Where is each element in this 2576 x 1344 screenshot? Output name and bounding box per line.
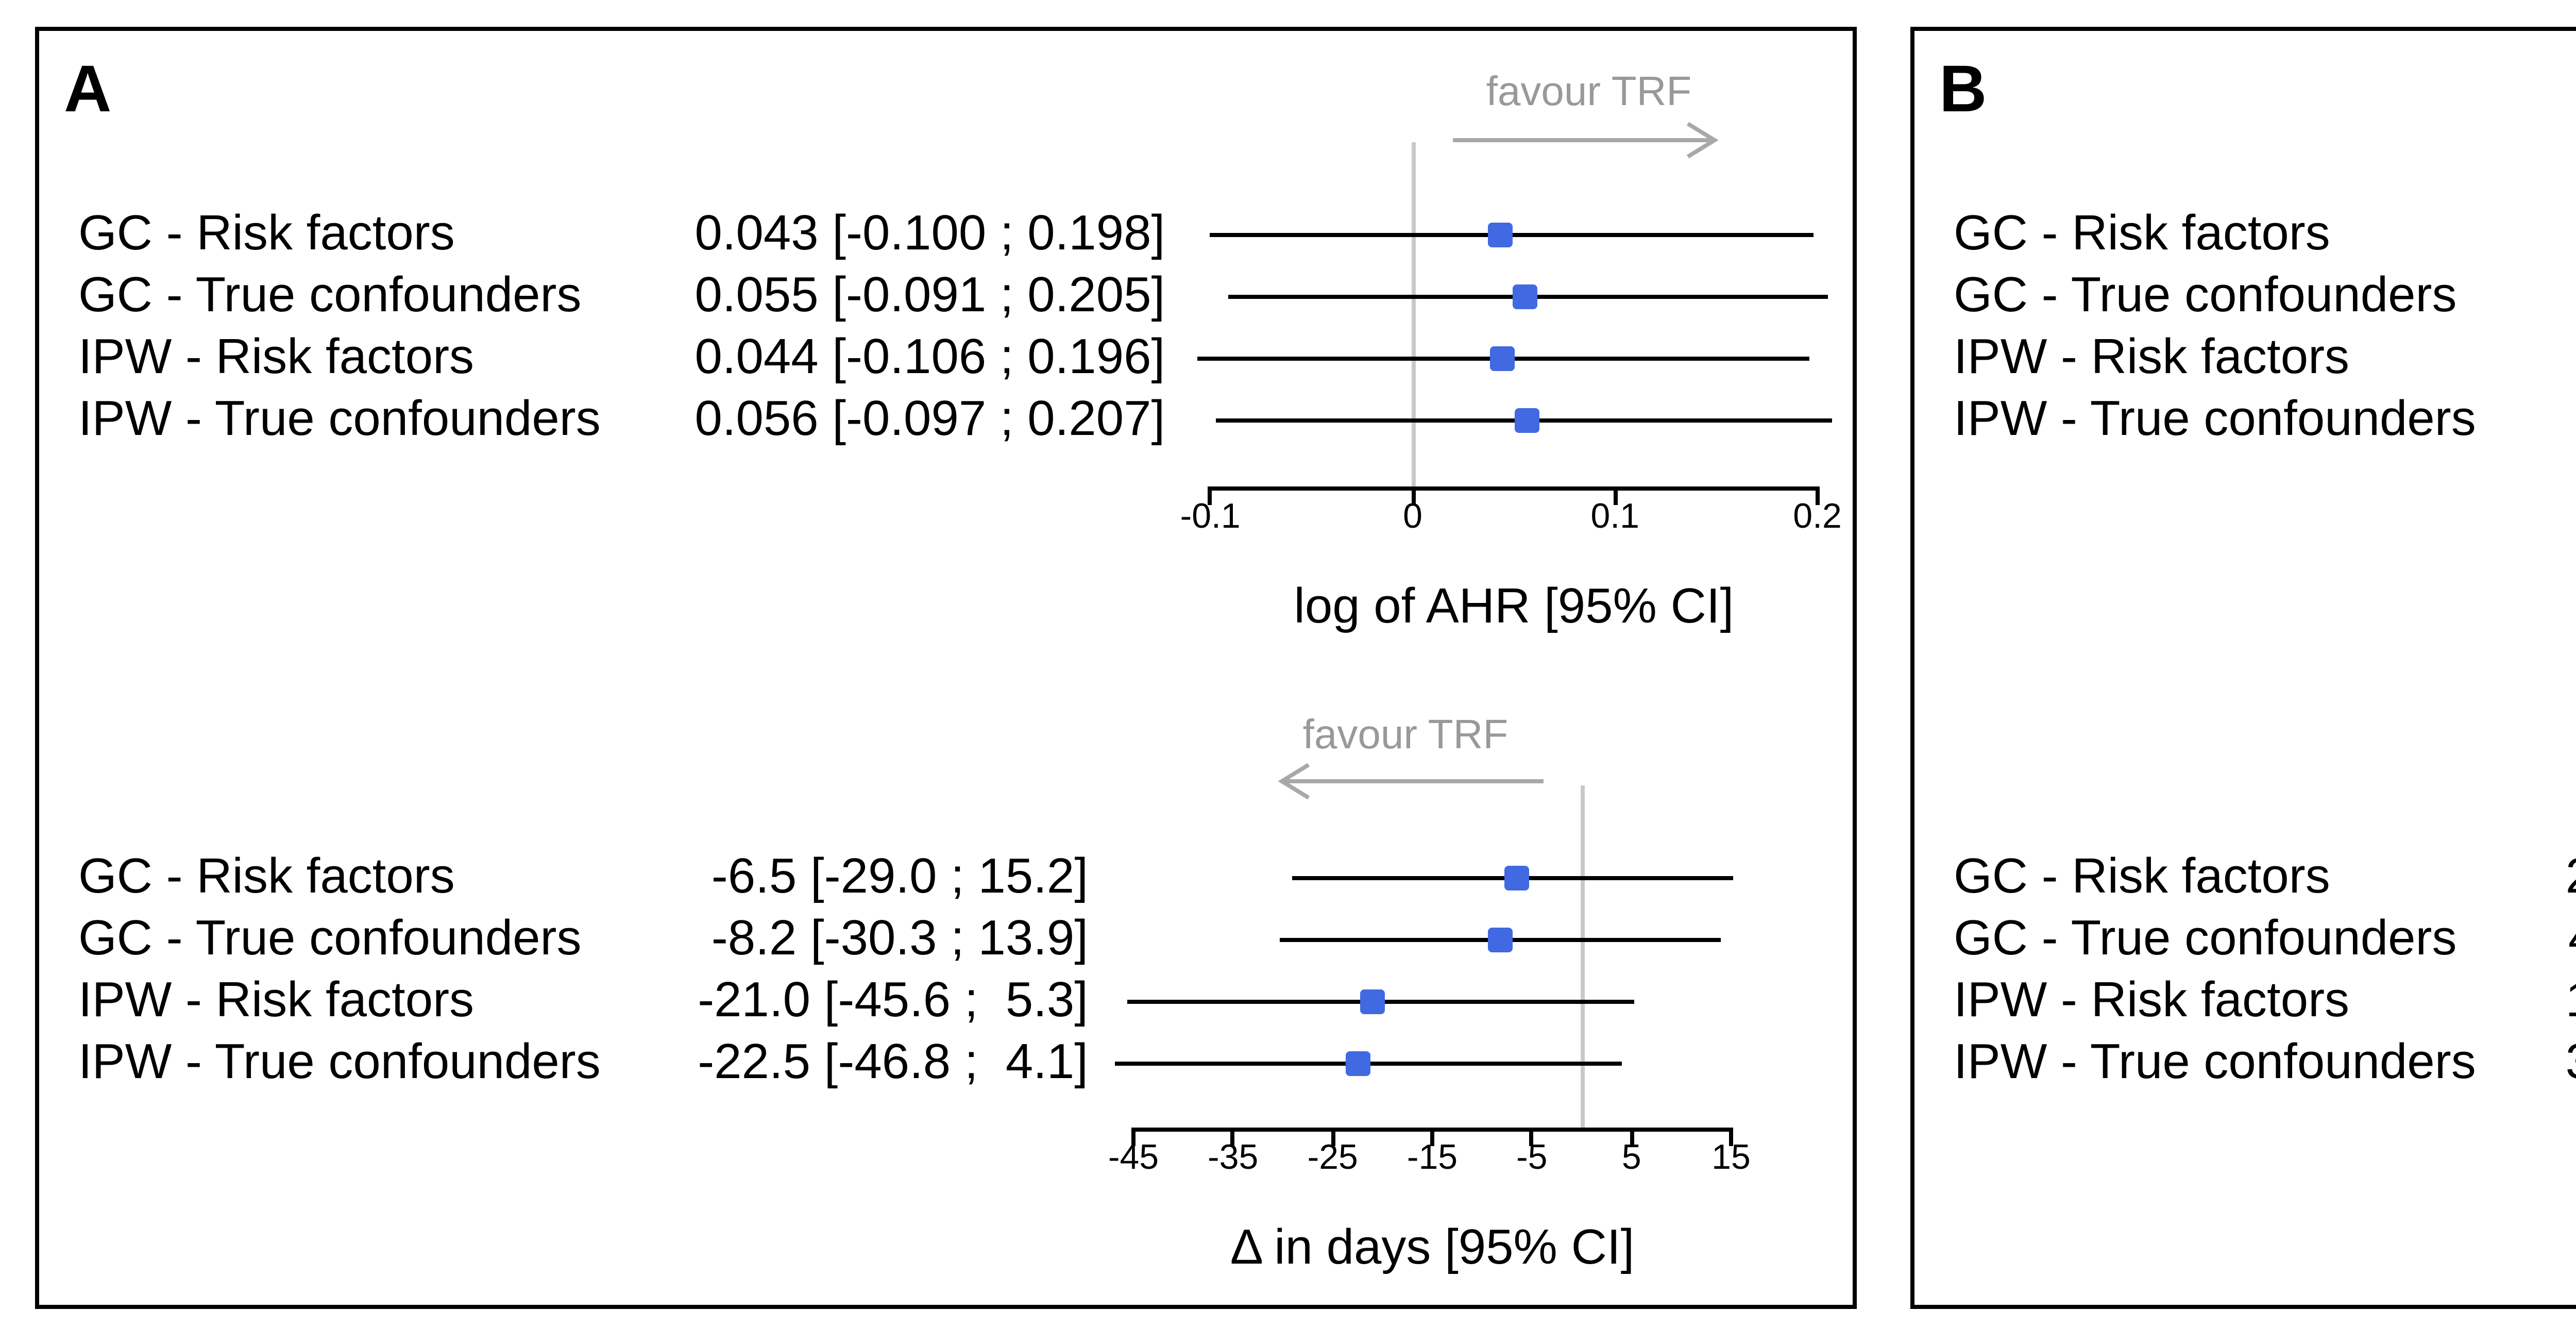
point-estimate-marker (1504, 865, 1530, 889)
x-axis-tick (1231, 1132, 1235, 1146)
panel-b-top-forest-plot: favour BSXGC - Risk factors-0.272 [-0.70… (1914, 31, 2576, 1305)
row-label: IPW - True confounders (1954, 392, 2476, 448)
x-axis-tick-label: -25 (1307, 1138, 1358, 1177)
x-axis-tick (1330, 1132, 1335, 1146)
row-label: IPW - Risk factors (78, 330, 474, 387)
x-axis-tick-label: 15 (1711, 1138, 1751, 1177)
x-axis-tick (1729, 1132, 1733, 1146)
favour-arrow-icon (1452, 122, 1718, 159)
row-label: GC - Risk factors (1954, 207, 2330, 263)
row-estimate-text: 0.043 [-0.100 ; 0.198] (694, 207, 1165, 263)
point-estimate-marker (1345, 1050, 1370, 1075)
row-label: GC - Risk factors (78, 848, 455, 904)
row-label: IPW - True confounders (78, 392, 601, 448)
x-axis-line (1208, 486, 1820, 491)
panel-b-bottom-forest-plot: favour BSXGC - Risk factors2.6 [-1.2 ; 7… (1914, 31, 2576, 1305)
x-axis-title: log of AHR [95% CI] (1294, 579, 1734, 635)
row-estimate-text: 0.056 [-0.097 ; 0.207] (694, 392, 1165, 448)
row-estimate-text: -8.2 [-30.3 ; 13.9] (711, 910, 1088, 966)
panel-b: B favour BSXGC - Risk factors-0.272 [-0.… (1910, 27, 2576, 1309)
row-label: IPW - Risk factors (1954, 972, 2350, 1028)
favour-direction-label: favour TRF (1302, 713, 1509, 759)
row-label: GC - True confounders (78, 910, 582, 966)
point-estimate-marker (1512, 285, 1536, 310)
x-axis-tick (1411, 491, 1415, 505)
x-axis-tick (1613, 491, 1617, 505)
row-estimate-text: 2.6 [-1.2 ; 7.0] (1914, 846, 2576, 908)
point-estimate-marker (1487, 927, 1513, 951)
row-label: IPW - True confounders (1954, 1034, 2476, 1089)
point-estimate-marker (1514, 409, 1538, 434)
row-estimate-text: 1.5 [-2.5 ; 5.8] (1914, 970, 2576, 1032)
x-axis-tick-label: -35 (1208, 1138, 1259, 1177)
row-label: IPW - True confounders (78, 1034, 601, 1089)
x-axis-line (1131, 1128, 1733, 1132)
point-estimate-marker (1487, 223, 1512, 248)
favour-direction-label: favour TRF (1486, 70, 1692, 115)
x-axis-tick (1208, 491, 1213, 505)
point-estimate-marker (1360, 988, 1385, 1013)
panel-b-letter: B (1939, 52, 1987, 126)
zero-reference-line (1411, 142, 1415, 486)
row-label: GC - True confounders (1954, 910, 2457, 966)
x-axis-tick-label: 5 (1621, 1138, 1641, 1177)
row-estimate-text: 0.055 [-0.091 ; 0.205] (694, 268, 1165, 325)
row-estimate-text: -6.5 [-29.0 ; 15.2] (711, 848, 1088, 904)
favour-arrow-icon (1277, 763, 1543, 800)
x-axis-tick (1815, 491, 1820, 505)
panel-a-letter: A (64, 52, 112, 126)
row-label: GC - Risk factors (78, 207, 455, 263)
row-label: IPW - Risk factors (78, 972, 474, 1028)
row-estimate-text: 3.4 [-0.5 ; 7.9] (1914, 1032, 2576, 1094)
x-axis-tick (1530, 1132, 1534, 1146)
panel-a: A favour TRF GC - Risk factors 0.043 [-0.1… (35, 27, 1857, 1309)
zero-reference-line (1580, 785, 1584, 1128)
panel-a-bottom-forest-plot: favour TRF GC - Risk factors -6.5 [-29.0 ;… (39, 31, 1853, 1305)
x-axis-tick-label: -0.1 (1180, 497, 1241, 536)
row-estimate-text: -22.5 [-46.8 ; 4.1] (698, 1034, 1088, 1089)
x-axis-tick-label: 0 (1403, 497, 1422, 536)
x-axis-tick-label: -15 (1406, 1138, 1458, 1177)
x-axis-tick-label: 0.2 (1793, 497, 1842, 536)
row-estimate-text: -21.0 [-45.6 ; 5.3] (698, 972, 1088, 1028)
x-axis-title: Δ in days [95% CI] (1230, 1220, 1635, 1276)
x-axis-tick-label: 0.1 (1590, 497, 1639, 536)
row-label: GC - Risk factors (1954, 848, 2330, 904)
x-axis-tick (1629, 1132, 1634, 1146)
row-label: GC - True confounders (1954, 268, 2457, 325)
x-axis-tick-label: -5 (1516, 1138, 1548, 1177)
x-axis-tick (1430, 1132, 1434, 1146)
row-estimate-text: 0.044 [-0.106 ; 0.196] (694, 330, 1165, 387)
row-label: GC - True confounders (78, 268, 582, 325)
panel-a-top-forest-plot: favour TRF GC - Risk factors 0.043 [-0.100… (39, 31, 1853, 1305)
row-estimate-text: 4.0 [ 0.2 ; 8.5] (1914, 908, 2576, 970)
x-axis-tick-label: -45 (1108, 1138, 1159, 1177)
point-estimate-marker (1489, 347, 1514, 372)
row-label: IPW - Risk factors (1954, 330, 2350, 387)
x-axis-tick (1131, 1132, 1136, 1146)
